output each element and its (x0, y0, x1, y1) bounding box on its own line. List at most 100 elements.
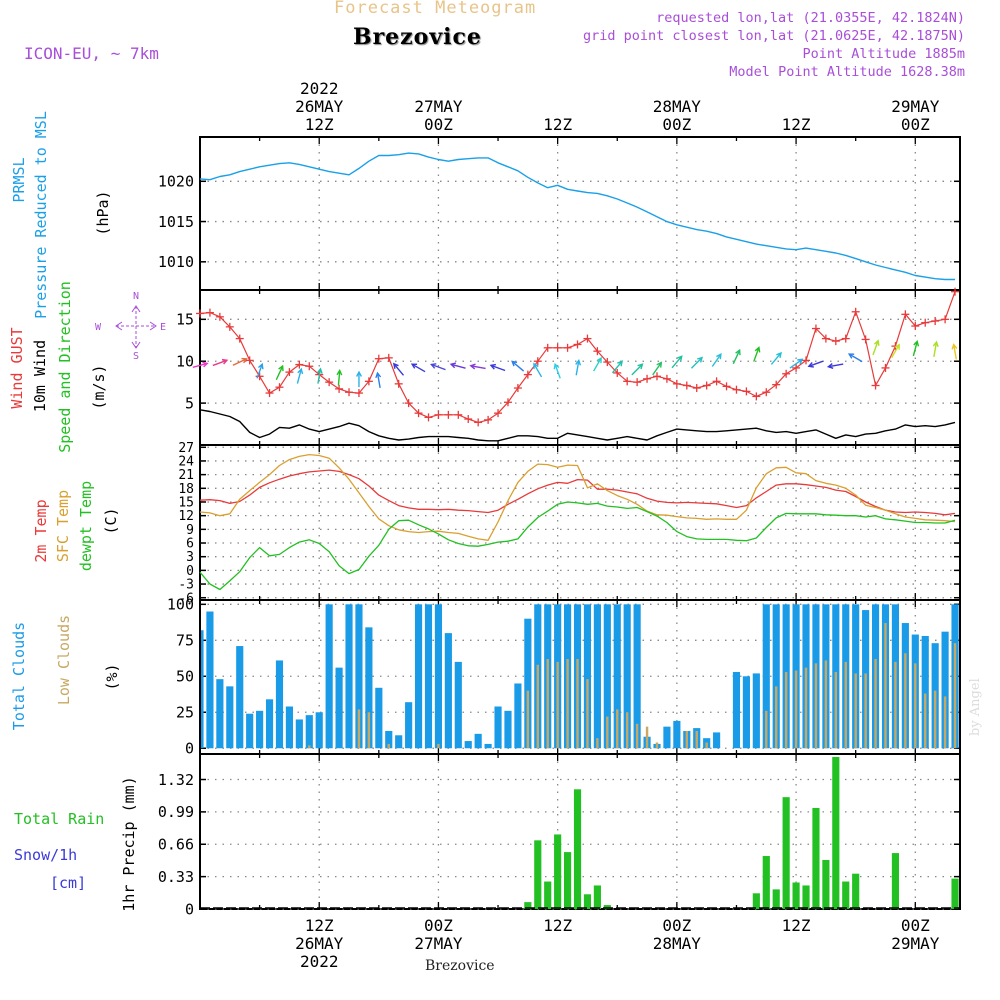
total-cloud-bar (424, 604, 433, 749)
gust-point (384, 353, 393, 362)
gust-point (682, 381, 691, 390)
wind-arrow-head (826, 363, 834, 369)
low-cloud-bar (933, 690, 937, 749)
precipitation-ytick-label: 0.33 (158, 868, 194, 886)
wind-arrow (575, 359, 582, 376)
wind-ylabel: (m/s) (90, 364, 108, 409)
wind-arrow-shaft (533, 363, 543, 378)
total-cloud-bar (236, 646, 244, 749)
wind-arrow (912, 339, 920, 357)
footer-location: Brezovice (425, 958, 495, 974)
wind-arrow-head (241, 357, 248, 364)
bottom-time-label: 29MAY (891, 934, 940, 953)
temperature-ytick-label: 9 (186, 523, 194, 538)
total-cloud-bar (772, 604, 780, 749)
wind-arrow-shaft (953, 344, 958, 360)
wind-arrow-head (913, 339, 920, 347)
wind-arrow-shaft (732, 349, 741, 365)
low-cloud-bar (884, 623, 887, 749)
compass-e: E (160, 322, 166, 333)
gust-point (225, 322, 234, 331)
gust-point (593, 347, 602, 356)
wind-arrow-head (676, 355, 683, 362)
wind-arrow-head (533, 362, 539, 369)
wind-arrow (192, 361, 209, 369)
panel-titles: PRMSL Pressure Reduced to MSL (hPa) Wind GU… (8, 111, 166, 912)
pressure-ytick-label: 1010 (158, 253, 194, 271)
top-time-label: 12Z (782, 115, 811, 134)
low-cloud-bar (586, 679, 589, 749)
pressure-subtitle: Pressure Reduced to MSL (32, 111, 50, 319)
wind-arrow (275, 364, 284, 381)
wind-arrow-head (316, 367, 323, 374)
gust-point (305, 362, 314, 371)
top-time-label: 12Z (543, 115, 572, 134)
wind-arrow-shaft (256, 363, 263, 379)
bottom-time-label: 12Z (305, 916, 334, 935)
gust-point (662, 374, 671, 383)
model-point-altitude: Model Point Altitude 1628.38m (729, 64, 965, 80)
compass-w: W (95, 322, 102, 333)
total-cloud-bar (484, 743, 492, 749)
total-cloud-bar (405, 702, 413, 749)
gust-point (404, 399, 413, 408)
wind-arrow-head (596, 356, 602, 364)
wind-arrow-head (257, 362, 264, 370)
wind-arrow-shaft (753, 347, 760, 362)
wind-arrow-head (355, 370, 363, 377)
temperature-ytick-label: 27 (178, 441, 194, 456)
total-cloud-bar (921, 635, 929, 749)
low-cloud-bar (596, 738, 599, 749)
temperature-ytick-label: -6 (178, 591, 194, 606)
precipitation-ytick-label: 0 (185, 900, 194, 918)
top-time-label: 00Z (901, 115, 930, 134)
low-cloud-bar (556, 661, 559, 749)
total-cloud-bar (752, 673, 760, 749)
wind-arrow-shaft (317, 368, 322, 384)
gust-point (603, 358, 612, 367)
low-cloud-bar (606, 716, 609, 749)
wind-arrow-shaft (912, 341, 918, 357)
low-cloud-bar (774, 686, 778, 749)
wind-arrow-shaft (789, 358, 803, 369)
wind-arrow-shaft (593, 357, 602, 372)
gust-point (503, 398, 512, 407)
low-cloud-bar (914, 663, 917, 749)
temperature-ytick-label: 21 (178, 468, 194, 483)
total-cloud-bar (494, 706, 502, 749)
gust-point (434, 410, 443, 419)
rain-bar (593, 885, 601, 909)
wind-arrow-shaft (631, 363, 643, 376)
top-time-label: 00Z (662, 115, 691, 134)
gust-point (464, 415, 473, 424)
low-cloud-bar (308, 745, 311, 749)
gust-point (941, 315, 950, 324)
total-cloud-bar (285, 706, 293, 749)
total-cloud-bar (673, 720, 681, 749)
rain-bar (573, 789, 582, 909)
temp-sfc-line (199, 453, 956, 541)
wind-arrow (469, 363, 486, 370)
total-cloud-bar (583, 604, 592, 749)
rain-bar (762, 856, 770, 909)
wind-arrow (336, 369, 343, 386)
wind-arrow (652, 361, 663, 376)
total-cloud-bar (414, 604, 423, 749)
gust-point (335, 384, 344, 393)
temp-dewpt-title: dewpt Temp (77, 481, 95, 571)
wind-arrow (316, 367, 323, 384)
total-cloud-bar (732, 671, 741, 749)
wind-arrow-head (392, 362, 399, 369)
wind-arrow (392, 362, 405, 376)
total-cloud-bar (365, 627, 373, 749)
low-cloud-bar (943, 696, 947, 749)
wind-arrow-shaft (490, 364, 506, 372)
gust-point (484, 415, 493, 424)
total-cloud-bar (633, 604, 641, 749)
rain-bar (792, 882, 800, 909)
rain-bar (524, 902, 532, 909)
wind-arrow-shaft (808, 360, 824, 367)
pressure-panel: 1010 1015 1020 (158, 136, 961, 291)
total-cloud-bar (762, 604, 770, 749)
